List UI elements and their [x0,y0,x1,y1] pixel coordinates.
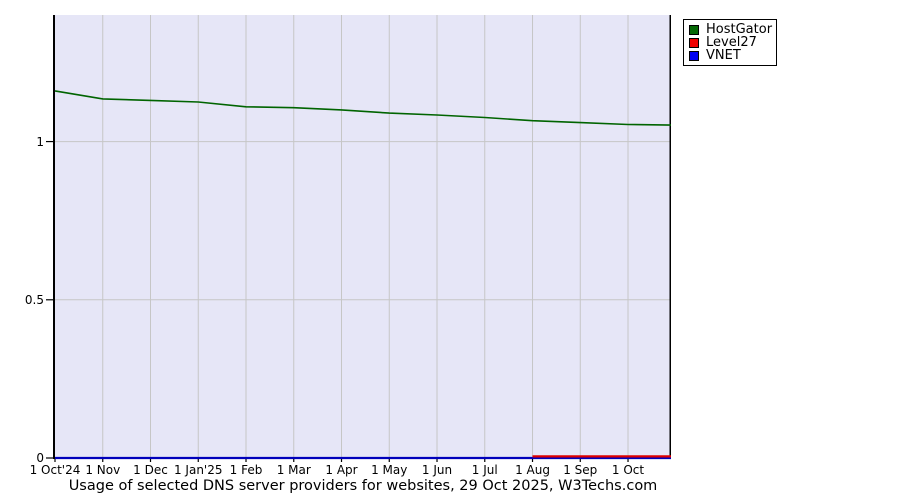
x-axis-label: 1 Oct'24 [29,463,81,477]
legend-label-hostgator: HostGator [706,22,773,37]
legend-item-level27: Level27 [689,36,772,49]
x-axis-label: 1 Apr [325,463,358,477]
x-axis-label: 1 Dec [133,463,168,477]
chart-caption: Usage of selected DNS server providers f… [68,478,658,494]
x-axis-label: 1 May [371,463,408,477]
x-axis-label: 1 Jun [421,463,453,477]
hostgator-swatch-icon [689,24,699,35]
legend: HostGator Level27 VNET [683,19,777,66]
x-axis-label: 1 Feb [229,463,263,477]
series-line-hostgator [54,90,672,126]
vnet-swatch-icon [689,50,699,61]
x-axis-label: 1 Jul [471,463,498,477]
level27-swatch-icon [689,37,699,48]
x-axis-label: 1 Oct [611,463,645,477]
x-axis-label: 1 Nov [85,463,121,477]
y-axis-label: 0 [36,451,44,465]
x-axis-label: 1 Mar [276,463,311,477]
plot-area [55,15,671,458]
x-axis-label: 1 Sep [563,463,598,477]
y-axis-label: 0.5 [24,292,44,307]
y-axis-label: 1 [36,134,44,149]
legend-label-level27: Level27 [706,35,757,50]
legend-item-hostgator: HostGator [689,23,772,36]
x-axis-label: 1 Aug [515,463,550,477]
legend-item-vnet: VNET [689,49,772,62]
x-axis-label: 1 Jan'25 [173,463,223,477]
legend-label-vnet: VNET [706,48,741,63]
